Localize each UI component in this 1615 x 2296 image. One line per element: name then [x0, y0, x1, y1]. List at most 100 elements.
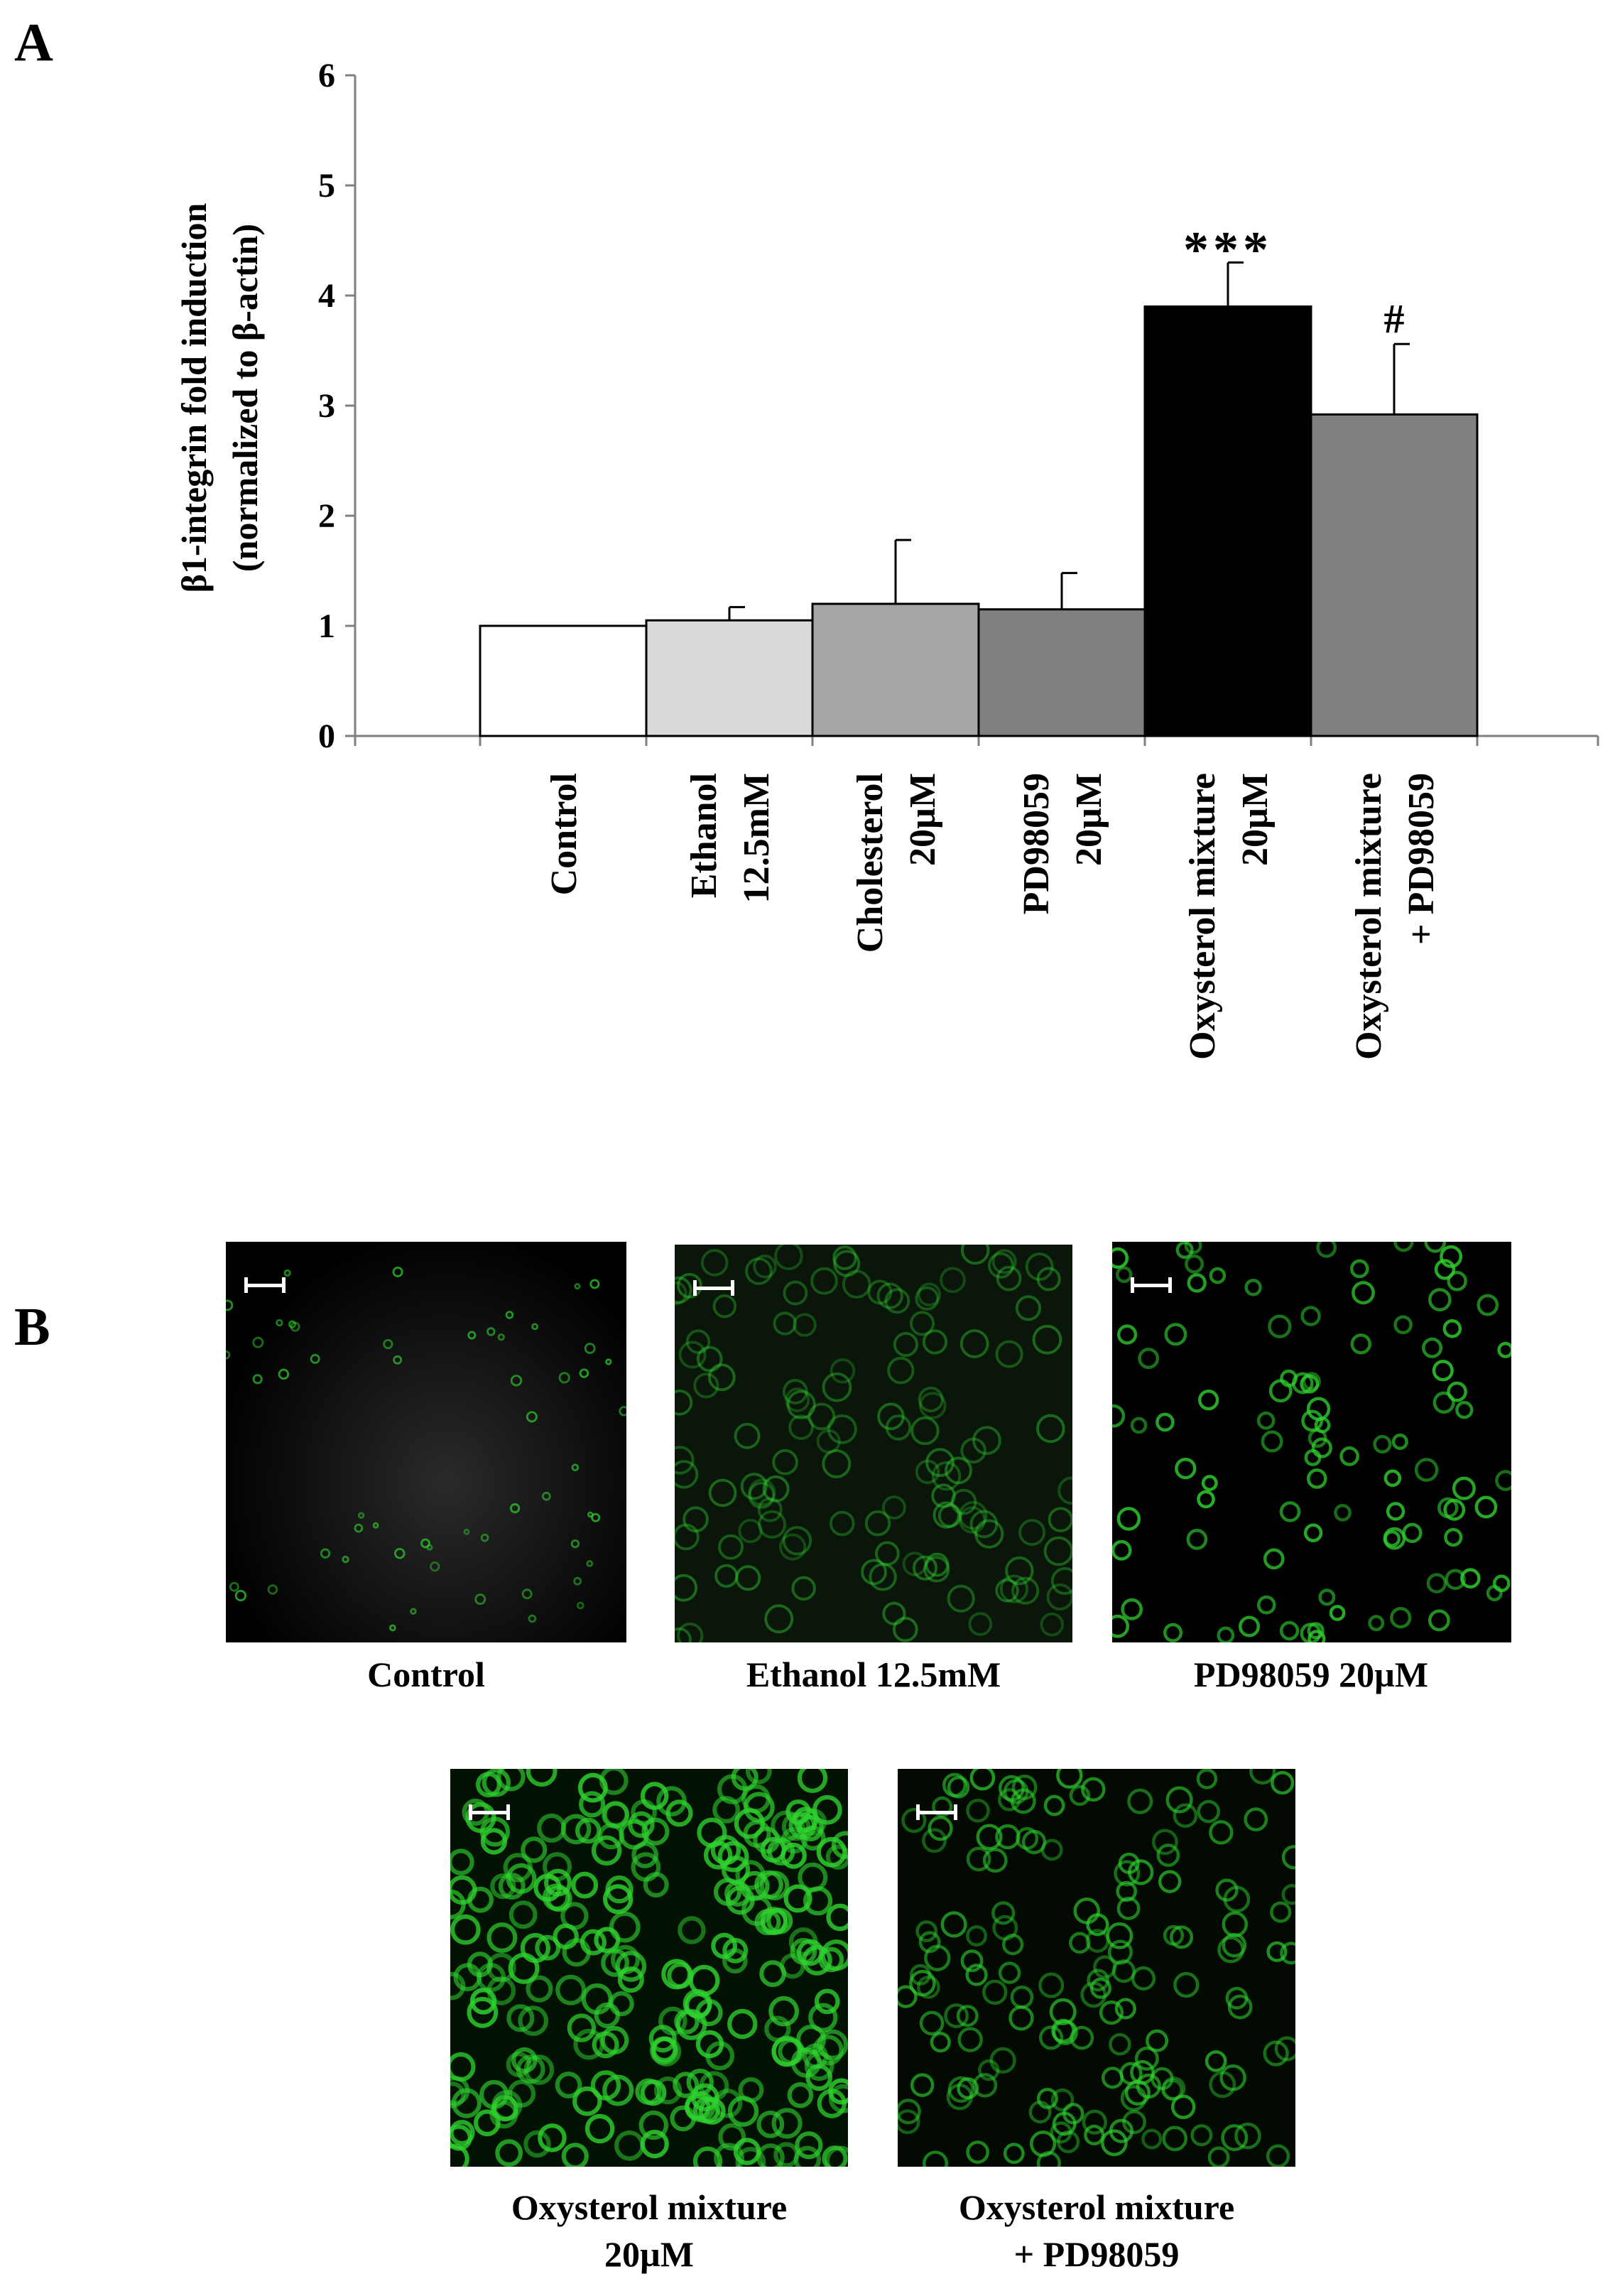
cell-mark — [831, 1831, 848, 1859]
cell-mark — [969, 1510, 999, 1539]
cell-mark — [523, 2130, 551, 2158]
cell-mark — [1151, 1829, 1178, 1856]
cell-mark — [974, 1519, 1004, 1549]
cell-mark — [1270, 1901, 1292, 1923]
cell-mark — [1011, 1576, 1040, 1605]
cell-mark — [756, 2110, 785, 2138]
cell-mark — [641, 1817, 670, 1846]
cell-mark — [372, 1522, 379, 1529]
cell-mark — [1175, 1242, 1194, 1260]
cell-mark — [1131, 1966, 1156, 1991]
cell-mark — [861, 1559, 887, 1586]
cell-mark — [474, 1593, 486, 1605]
cell-mark — [509, 1900, 538, 1929]
cell-mark — [420, 1538, 430, 1549]
cell-mark — [1428, 1609, 1450, 1632]
x-category-label: Oxysterol mixture — [1182, 773, 1223, 1060]
cell-mark — [976, 1824, 1003, 1851]
cell-mark — [957, 2027, 983, 2052]
cell-mark — [1495, 1470, 1511, 1491]
cell-mark — [450, 1971, 466, 2000]
cell-mark — [1190, 2124, 1213, 2147]
cell-mark — [480, 1533, 489, 1542]
cell-mark — [965, 1964, 988, 1986]
y-tick-label: 3 — [318, 387, 335, 425]
cell-mark — [505, 1311, 514, 1319]
cell-mark — [1069, 1785, 1090, 1807]
cell-mark — [864, 1510, 891, 1537]
cell-mark — [475, 1772, 501, 1798]
cell-mark — [748, 1478, 776, 1507]
cell-mark — [594, 1927, 621, 1954]
cell-mark — [1460, 1568, 1481, 1589]
cell-mark — [661, 1959, 692, 1990]
cell-mark — [932, 1501, 960, 1529]
cell-mark — [695, 2030, 724, 2059]
cell-mark — [923, 1556, 950, 1583]
cell-mark — [808, 2003, 838, 2032]
cell-mark — [1300, 1623, 1322, 1642]
cell-mark — [982, 1979, 1008, 2005]
significance-annotation: *** — [1183, 222, 1273, 278]
cell-mark — [968, 1612, 993, 1636]
x-category-label: + PD98059 — [1401, 773, 1442, 945]
cell-mark — [486, 1922, 518, 1953]
x-category-label: Ethanol — [684, 773, 724, 898]
cell-mark — [594, 2002, 620, 2029]
cell-mark — [822, 1372, 852, 1402]
y-tick-label: 0 — [318, 718, 335, 755]
cell-mark — [1008, 2005, 1034, 2031]
cell-mark — [1197, 1389, 1219, 1411]
cell-mark — [869, 1563, 897, 1591]
cell-mark — [587, 1511, 594, 1518]
cell-mark — [609, 1991, 634, 2017]
cell-mark — [972, 2073, 998, 2098]
cell-mark — [1428, 1288, 1452, 1311]
cell-mark — [450, 2120, 475, 2146]
cell-mark — [1187, 1273, 1207, 1293]
fluorescence-image — [226, 1266, 626, 1632]
micrograph-caption-pd98059: PD98059 20µM — [1098, 1651, 1524, 1698]
cell-mark — [600, 2026, 629, 2054]
cell-mark — [876, 1282, 903, 1309]
cell-mark — [1036, 1414, 1065, 1444]
cell-mark — [1339, 1446, 1359, 1466]
cell-mark — [1440, 1245, 1463, 1268]
cell-mark — [357, 1512, 365, 1519]
cell-mark — [1209, 1820, 1234, 1845]
cell-mark — [609, 1911, 641, 1943]
cell-mark — [774, 1245, 803, 1271]
cell-mark — [1477, 1294, 1499, 1316]
cell-mark — [1116, 1507, 1141, 1531]
cell-mark — [692, 2096, 720, 2124]
cell-mark — [571, 1463, 580, 1472]
caption-line: PD98059 20µM — [1193, 1655, 1429, 1694]
cell-mark — [1106, 1922, 1133, 1949]
cell-mark — [567, 2013, 597, 2042]
cell-mark — [734, 1422, 761, 1449]
cell-mark — [1205, 2050, 1227, 2072]
cell-mark — [791, 1576, 816, 1601]
cell-mark — [966, 1925, 988, 1947]
cell-mark — [996, 1265, 1022, 1292]
cell-mark — [912, 1555, 938, 1581]
cell-mark — [252, 1374, 263, 1385]
cell-mark — [490, 1873, 516, 1900]
cell-mark — [1101, 2067, 1124, 2089]
cell-mark — [678, 1916, 706, 1944]
cell-mark — [898, 2099, 921, 2125]
cell-mark — [722, 1937, 749, 1964]
cell-mark — [731, 1769, 758, 1791]
cell-mark — [745, 1257, 773, 1285]
cell-mark — [808, 1402, 836, 1431]
scale-bar-icon — [244, 1277, 286, 1293]
cell-mark — [1304, 1448, 1322, 1466]
cell-mark — [828, 2084, 848, 2113]
cell-mark — [688, 1964, 720, 1996]
cell-mark — [991, 1249, 1017, 1274]
caption-line: + PD98059 — [1013, 2234, 1180, 2274]
cell-mark — [1271, 1771, 1295, 1795]
cell-mark — [619, 1819, 650, 1850]
cell-mark — [947, 1775, 970, 1799]
cell-mark — [521, 1836, 548, 1863]
